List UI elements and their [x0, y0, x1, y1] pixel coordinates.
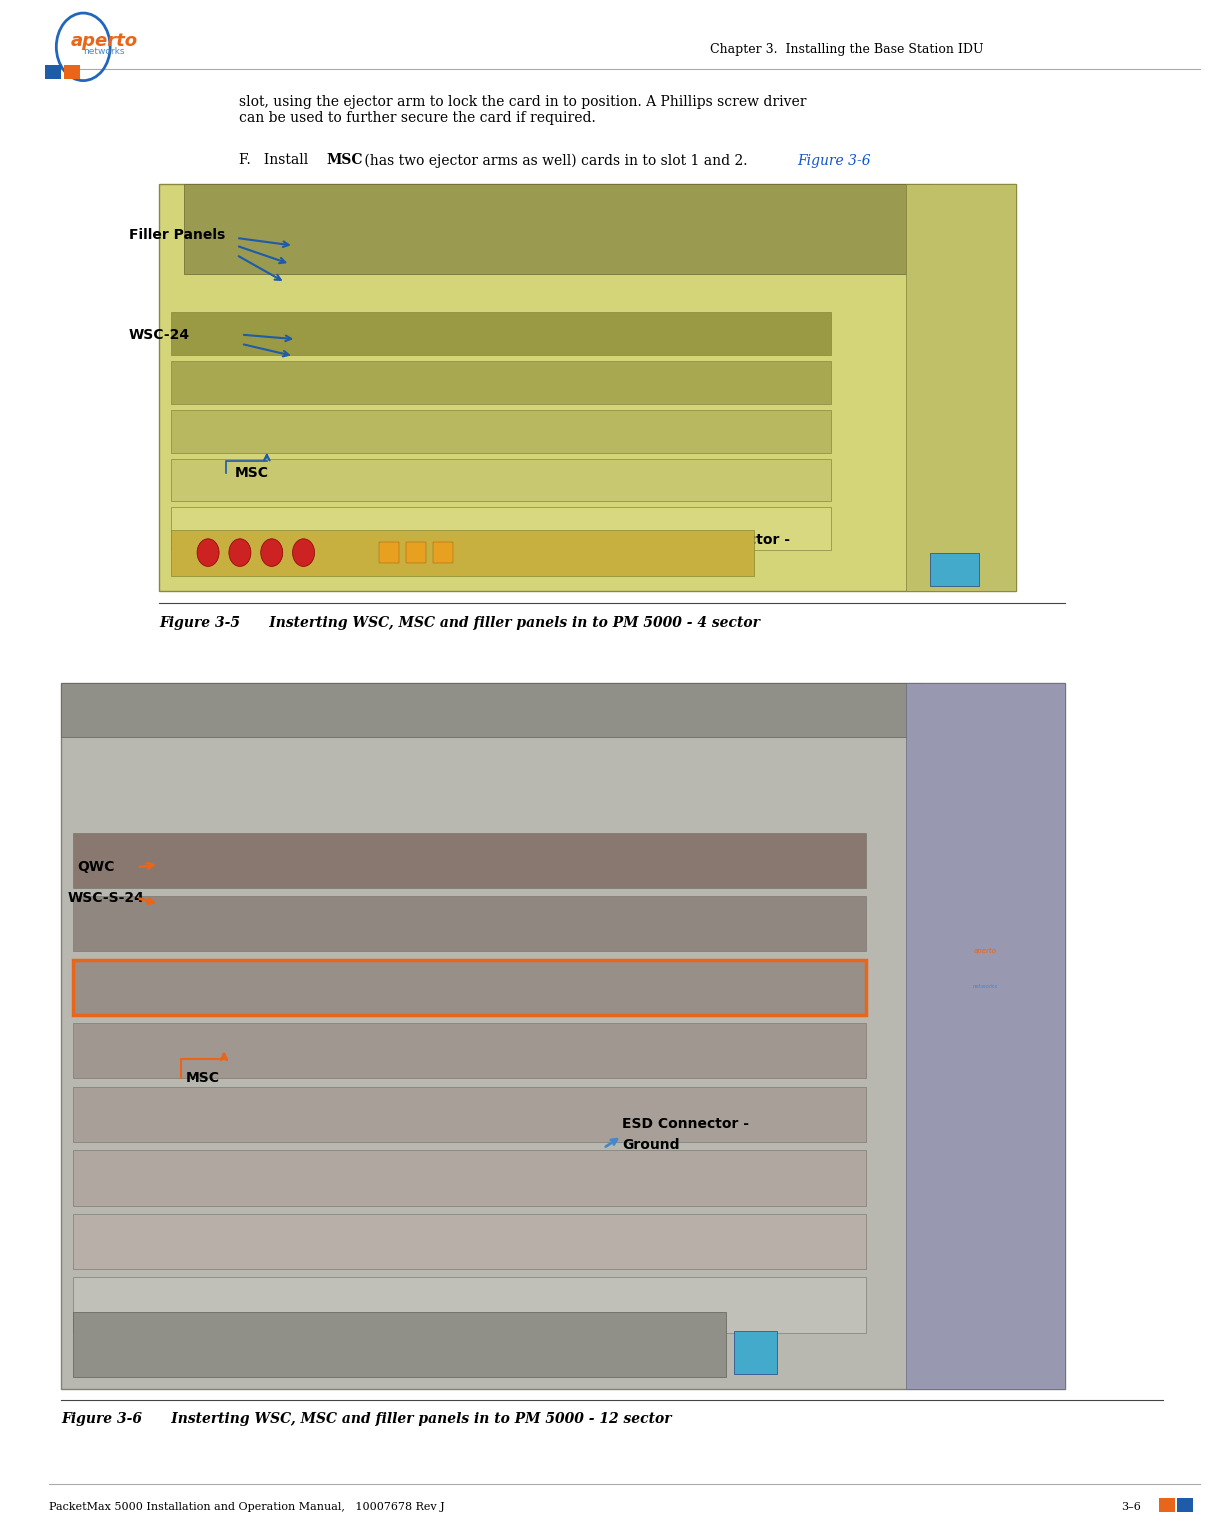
Text: PacketMax 5000 Installation and Operation Manual,   10007678 Rev J: PacketMax 5000 Installation and Operatio… [49, 1503, 444, 1512]
Text: networks: networks [83, 48, 125, 55]
Text: MSC: MSC [235, 465, 269, 480]
Bar [73, 1312, 726, 1377]
Text: Figure 3-5      Insterting WSC, MSC and filler panels in to PM 5000 - 4 sector: Figure 3-5 Insterting WSC, MSC and fille… [159, 616, 760, 629]
Bar [171, 361, 831, 404]
Text: ESD Connector -: ESD Connector - [622, 1116, 749, 1131]
Bar [171, 530, 754, 576]
Bar [406, 542, 426, 563]
Bar [73, 1024, 867, 1079]
Bar [45, 64, 61, 78]
Text: 3–6: 3–6 [1121, 1503, 1141, 1512]
Bar [171, 410, 831, 453]
Bar [171, 312, 831, 355]
Circle shape [229, 539, 251, 566]
Text: MSC: MSC [327, 154, 364, 167]
Text: aperto: aperto [974, 949, 996, 955]
Bar [1159, 1498, 1175, 1512]
Circle shape [293, 539, 315, 566]
Bar [433, 542, 453, 563]
Text: slot, using the ejector arm to lock the card in to position. A Phillips screw dr: slot, using the ejector arm to lock the … [239, 95, 807, 126]
Bar [73, 959, 867, 1015]
Text: Figure 3-6      Insterting WSC, MSC and filler panels in to PM 5000 - 12 sector: Figure 3-6 Insterting WSC, MSC and fille… [61, 1412, 672, 1426]
Text: WSC-24: WSC-24 [129, 327, 190, 342]
Bar [184, 184, 930, 273]
Text: networks: networks [973, 984, 998, 989]
Bar [906, 184, 1016, 591]
Bar [906, 683, 1065, 1389]
Bar [1177, 1498, 1193, 1512]
Bar [73, 959, 867, 1015]
Bar [171, 459, 831, 502]
Bar [73, 1277, 867, 1332]
Bar [73, 1214, 867, 1269]
Text: WSC-S-24: WSC-S-24 [67, 890, 144, 906]
Text: aperto: aperto [71, 32, 137, 49]
Bar [73, 1087, 867, 1142]
Text: (has two ejector arms as well) cards in to slot 1 and 2.: (has two ejector arms as well) cards in … [360, 154, 756, 167]
Bar [159, 184, 1016, 591]
Bar [171, 508, 831, 550]
Text: Figure 3-6: Figure 3-6 [797, 154, 870, 167]
Bar [379, 542, 399, 563]
Text: Chapter 3.  Installing the Base Station IDU: Chapter 3. Installing the Base Station I… [710, 43, 983, 55]
Bar [930, 553, 979, 586]
Bar [64, 64, 80, 78]
Text: MSC: MSC [186, 1070, 220, 1085]
Text: F.   Install: F. Install [239, 154, 312, 167]
Bar [73, 832, 867, 887]
Text: ESD Connector -: ESD Connector - [663, 533, 791, 548]
Text: QWC: QWC [77, 860, 115, 875]
Text: Ground: Ground [663, 554, 721, 569]
Bar [73, 896, 867, 952]
Circle shape [197, 539, 219, 566]
Text: Ground: Ground [622, 1137, 679, 1153]
Bar [61, 683, 1065, 1389]
Bar [73, 1150, 867, 1205]
Text: shows insertion of the MSC card.: shows insertion of the MSC card. [285, 187, 520, 201]
Bar [61, 683, 924, 737]
Bar [733, 1331, 776, 1374]
Circle shape [261, 539, 283, 566]
Text: Filler Panels: Filler Panels [129, 227, 225, 243]
